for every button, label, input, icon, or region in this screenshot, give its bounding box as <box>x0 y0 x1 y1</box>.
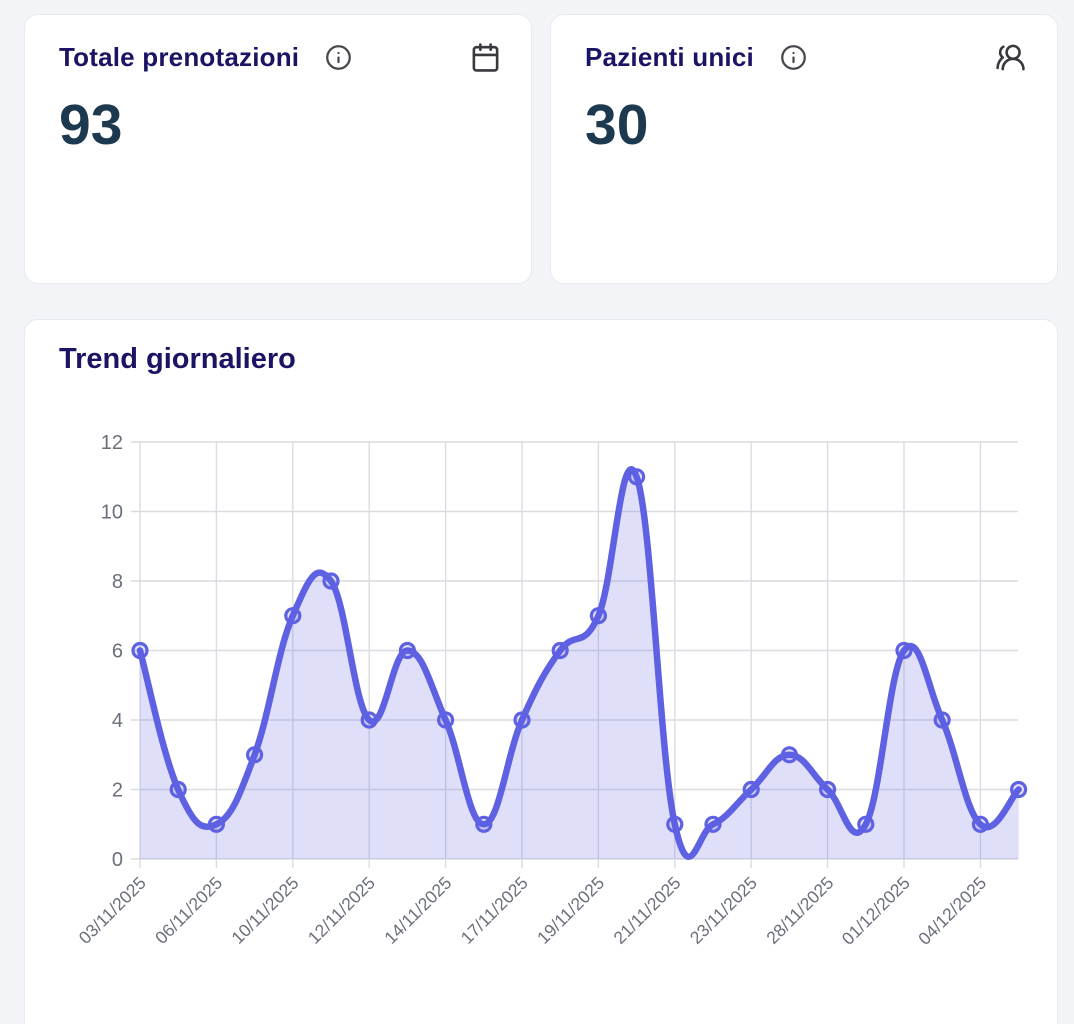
trend-area <box>140 469 1019 859</box>
data-point[interactable] <box>933 711 951 729</box>
info-circle-icon <box>326 45 352 70</box>
svg-text:12: 12 <box>101 432 123 454</box>
info-icon[interactable] <box>780 44 807 71</box>
svg-text:06/11/2025: 06/11/2025 <box>151 873 226 948</box>
svg-text:10/11/2025: 10/11/2025 <box>227 873 302 948</box>
chart-title: Trend giornaliero <box>59 343 296 375</box>
svg-text:19/11/2025: 19/11/2025 <box>533 873 608 948</box>
users-icon <box>994 42 1027 73</box>
data-point[interactable] <box>627 468 646 486</box>
data-point[interactable] <box>169 780 187 799</box>
daily-trend-card: Trend giornaliero 0 2 4 6 8 10 12 03/11/2025 06/… <box>24 319 1058 1024</box>
data-point[interactable] <box>780 746 799 764</box>
svg-text:10: 10 <box>101 502 123 524</box>
data-point[interactable] <box>207 815 225 833</box>
data-point[interactable] <box>360 711 378 729</box>
svg-text:14/11/2025: 14/11/2025 <box>380 873 455 948</box>
svg-text:12/11/2025: 12/11/2025 <box>304 873 379 948</box>
stat-value-total-bookings: 93 <box>59 93 123 157</box>
info-icon[interactable] <box>325 44 352 71</box>
stats-row: Totale prenotazioni 93 Pazienti unici <box>0 0 1074 284</box>
data-point[interactable] <box>246 746 264 764</box>
data-point[interactable] <box>131 641 149 660</box>
data-point[interactable] <box>1009 780 1028 799</box>
svg-text:0: 0 <box>112 849 123 871</box>
calendar-icon <box>470 42 501 73</box>
x-axis-labels: 03/11/2025 06/11/2025 10/11/2025 12/11/2025… <box>75 873 991 949</box>
data-point[interactable] <box>513 711 531 729</box>
data-point[interactable] <box>895 641 913 660</box>
svg-text:21/11/2025: 21/11/2025 <box>609 873 684 948</box>
svg-text:17/11/2025: 17/11/2025 <box>457 873 532 948</box>
data-point[interactable] <box>818 780 837 799</box>
data-point[interactable] <box>475 815 493 833</box>
card-header: Pazienti unici <box>585 42 1027 73</box>
card-header: Totale prenotazioni <box>59 42 501 73</box>
data-point[interactable] <box>284 607 302 625</box>
svg-text:01/12/2025: 01/12/2025 <box>838 873 914 949</box>
data-point[interactable] <box>857 815 875 833</box>
svg-text:6: 6 <box>112 641 123 663</box>
svg-text:04/12/2025: 04/12/2025 <box>914 873 990 949</box>
data-point[interactable] <box>704 815 722 833</box>
card-title-unique-patients: Pazienti unici <box>585 42 754 72</box>
y-axis-labels: 0 2 4 6 8 10 12 <box>101 432 123 871</box>
data-point[interactable] <box>742 780 760 799</box>
stat-card-unique-patients: Pazienti unici 30 <box>550 14 1058 284</box>
info-circle-icon <box>781 45 806 70</box>
svg-text:23/11/2025: 23/11/2025 <box>686 873 761 948</box>
svg-text:2: 2 <box>112 780 123 802</box>
card-title-total-bookings: Totale prenotazioni <box>59 42 300 72</box>
data-point[interactable] <box>589 607 608 625</box>
svg-text:28/11/2025: 28/11/2025 <box>762 873 837 948</box>
data-points <box>131 468 1028 833</box>
svg-text:4: 4 <box>112 710 123 732</box>
svg-text:8: 8 <box>112 571 123 593</box>
data-point[interactable] <box>398 641 416 660</box>
data-point[interactable] <box>437 711 455 729</box>
data-point[interactable] <box>322 572 340 590</box>
data-point[interactable] <box>666 815 684 833</box>
data-point[interactable] <box>971 815 990 833</box>
svg-text:03/11/2025: 03/11/2025 <box>75 873 150 948</box>
stat-value-unique-patients: 30 <box>585 93 649 157</box>
stat-card-total-bookings: Totale prenotazioni 93 <box>24 14 532 284</box>
data-point[interactable] <box>551 641 569 660</box>
